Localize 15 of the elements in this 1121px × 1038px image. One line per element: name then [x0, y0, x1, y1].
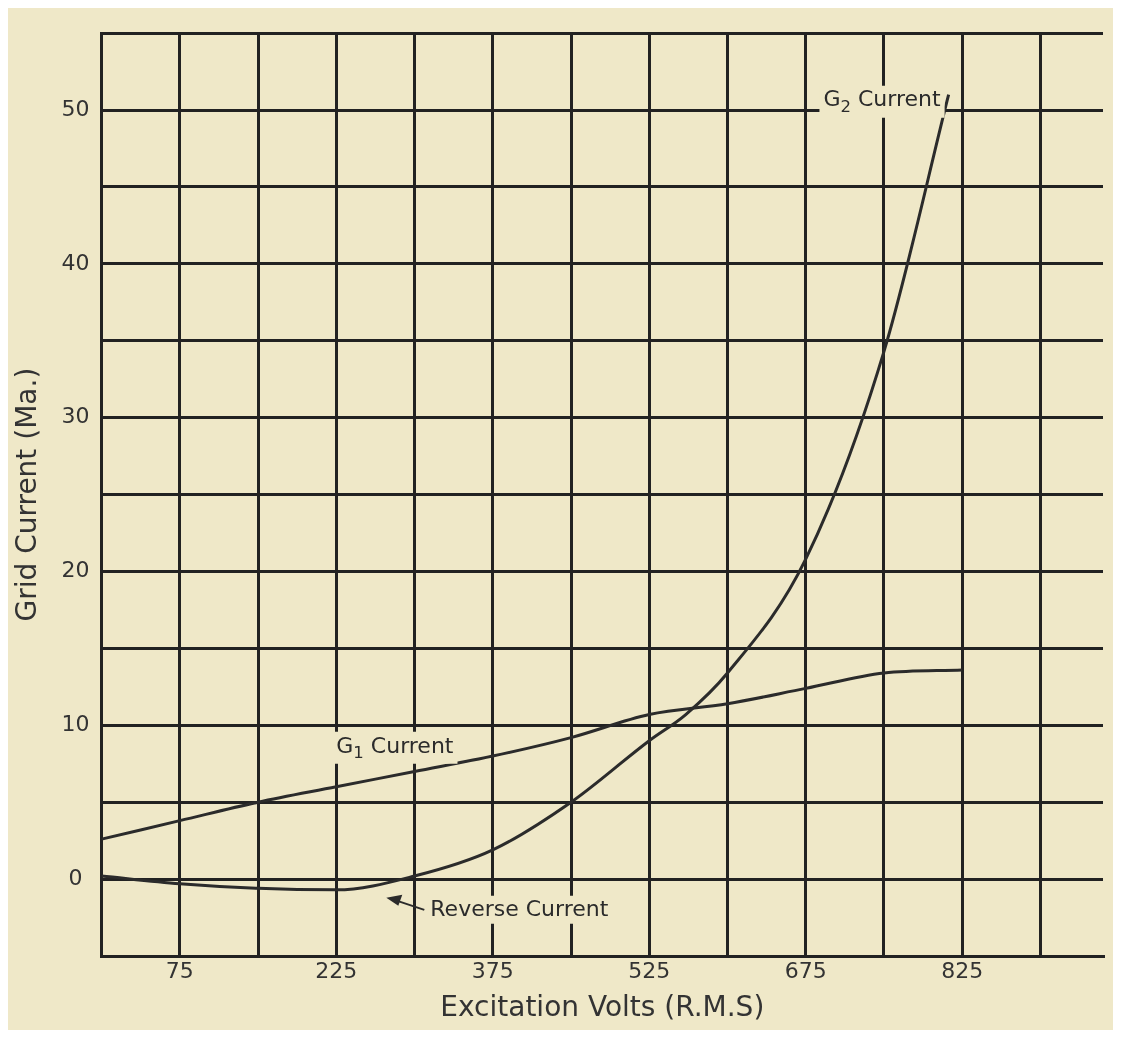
y-tick-label: 40: [61, 249, 90, 275]
y-tick-label: 50: [61, 95, 90, 121]
x-tick-label: 675: [784, 957, 827, 983]
x-tick-label: 225: [315, 957, 358, 983]
x-tick-label: 375: [471, 957, 514, 983]
x-tick-label: 825: [941, 957, 984, 983]
y-tick-label: 10: [61, 711, 90, 737]
annotation: Reverse Current: [430, 895, 609, 921]
x-axis-title: Excitation Volts (R.M.S): [440, 990, 765, 1024]
y-tick-label: 30: [61, 403, 90, 429]
x-tick-label: 75: [165, 957, 194, 983]
y-axis-title: Grid Current (Ma.): [10, 367, 44, 622]
y-tick-label: 0: [68, 864, 83, 890]
x-tick-label: 525: [628, 957, 671, 983]
y-tick-label: 20: [61, 557, 90, 583]
